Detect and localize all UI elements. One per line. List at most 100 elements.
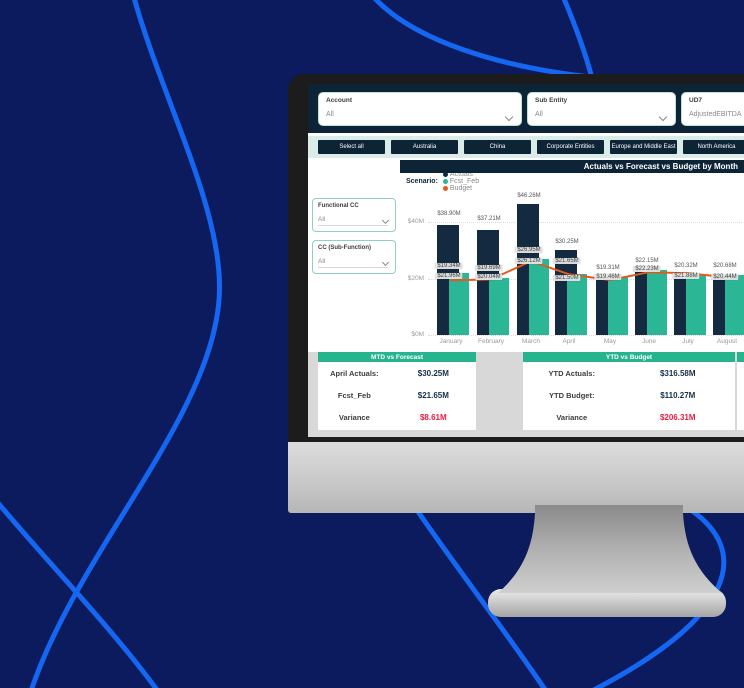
region-tab-china[interactable]: China — [464, 140, 531, 154]
data-label: $19.34M — [435, 263, 463, 270]
region-tab-corporate-entities[interactable]: Corporate Entities — [537, 140, 604, 154]
background-curve — [409, 500, 547, 688]
kpi-value: $206.31M — [659, 413, 696, 422]
background-curve — [29, 0, 223, 688]
legend-dot-icon — [442, 178, 448, 184]
filter-value: All — [535, 111, 543, 118]
kpi-cards-strip: MTD vs Forecast April Actuals: $30.25M Fcst… — [308, 348, 744, 437]
filter-label: Functional CC — [318, 203, 359, 209]
legend-dot-icon — [442, 173, 448, 177]
kpi-value: $30.25M — [417, 369, 449, 378]
fcst-bar[interactable] — [529, 258, 549, 335]
month-label: April — [562, 338, 576, 345]
month-label: July — [682, 338, 694, 345]
data-label: $37.21M — [477, 216, 501, 223]
scenario-legend: Scenario: Actuals Fcst_Feb Budget — [406, 173, 486, 192]
kpi-value: $110.27M — [660, 391, 696, 400]
kpi-row: YTD Budget: $110.27M — [523, 385, 735, 406]
kpi-label: Fcst_Feb — [337, 391, 371, 400]
data-label: $19.69M — [475, 264, 503, 271]
region-tab-select-all[interactable]: Select all — [318, 140, 385, 154]
monitor-chin — [288, 442, 744, 513]
kpi-label: April Actuals: — [330, 369, 379, 378]
month-label: February — [477, 338, 504, 345]
bar-chart: $0M $20M $40M January February March April May J… — [400, 173, 744, 348]
kpi-row: Variance $8.61M — [318, 407, 476, 428]
filter-card-cc-sub-function-[interactable]: CC (Sub-Function) All — [312, 240, 396, 274]
fcst-bar[interactable] — [449, 272, 469, 335]
fcst-bar[interactable] — [608, 276, 628, 335]
kpi-strip-divider — [308, 348, 744, 352]
legend-item-budget: Budget — [442, 184, 479, 192]
side-filter-panel: Functional CC All CC (Sub-Function) All — [308, 173, 400, 348]
legend-label: Fcst_Feb — [449, 177, 480, 185]
data-label: $21.50M — [553, 274, 581, 281]
data-label: $20.68M — [713, 262, 737, 269]
kpi-label: Variance — [556, 413, 588, 422]
kpi-value: $21.65M — [417, 391, 449, 400]
fcst-bar[interactable] — [567, 273, 587, 335]
kpi-card-header — [737, 352, 744, 362]
kpi-card-header: YTD vs Budget — [523, 352, 735, 362]
kpi-label: YTD Budget: — [549, 391, 595, 400]
data-label: $20.44M — [711, 273, 739, 280]
data-label: $46.26M — [517, 193, 541, 200]
filter-card-ud7[interactable]: UD7 AdjustedEBITDA — [681, 92, 744, 126]
filter-label: UD7 — [689, 97, 703, 104]
legend-items: Actuals Fcst_Feb Budget — [442, 173, 486, 192]
data-label: $21.88M — [672, 273, 700, 280]
monitor-stand — [488, 505, 726, 617]
fcst-bar[interactable] — [647, 269, 667, 335]
filter-value: All — [318, 216, 388, 226]
kpi-value: $316.58M — [659, 369, 696, 378]
filter-card-account[interactable]: Account All — [318, 92, 522, 126]
data-label: $19.46M — [594, 273, 622, 280]
background-curve — [591, 505, 727, 688]
gridline — [428, 335, 742, 336]
region-tab-australia[interactable]: Australia — [391, 140, 458, 154]
filter-value: All — [318, 258, 388, 268]
region-tab-europe-and-middle-east[interactable]: Europe and Middle East — [610, 140, 677, 154]
month-label: March — [521, 338, 541, 345]
legend-title: Scenario: — [406, 177, 438, 185]
monitor-base — [488, 589, 726, 617]
filter-label: CC (Sub-Function) — [318, 245, 371, 251]
kpi-label: Variance — [338, 413, 370, 422]
top-filter-bar: Account All Sub Entity All UD7 AdjustedEBITDA — [308, 84, 744, 133]
data-label: $20.32M — [674, 263, 698, 270]
dashboard-screen: Account All Sub Entity All UD7 AdjustedEBITDA… — [308, 84, 744, 437]
fcst-bar[interactable] — [725, 275, 744, 335]
month-label: January — [439, 338, 463, 345]
data-label: $26.12M — [515, 257, 543, 264]
background-curve — [373, 0, 603, 81]
filter-card-functional-cc[interactable]: Functional CC All — [312, 198, 396, 232]
filter-value: AdjustedEBITDA — [689, 111, 742, 118]
legend-item-actuals: Actuals — [442, 173, 479, 178]
fcst-bar[interactable] — [686, 273, 706, 335]
region-tab-strip: Select all Australia China Corporate Entiti… — [308, 136, 744, 158]
month-label: August — [716, 338, 738, 345]
month-label: May — [603, 338, 617, 345]
background-curve — [561, 0, 595, 81]
kpi-label: YTD Actuals: — [548, 369, 595, 378]
chart-panel: Scenario: Actuals Fcst_Feb Budget $0M $20M $… — [400, 173, 744, 348]
chart-title-bar: Actuals vs Forecast vs Budget by Month — [400, 160, 744, 173]
kpi-card: YTD vs Budget YTD Actuals: $316.58M YTD Bud… — [523, 352, 735, 430]
y-axis-tick: $0M — [411, 331, 424, 338]
fcst-bar[interactable] — [489, 278, 509, 335]
chevron-down-icon — [658, 112, 668, 122]
filter-value: All — [326, 111, 334, 118]
chart-title: Actuals vs Forecast vs Budget by Month — [583, 162, 738, 171]
kpi-card-header: MTD vs Forecast — [318, 352, 476, 362]
filter-card-sub-entity[interactable]: Sub Entity All — [527, 92, 676, 126]
data-label: $21.65M — [553, 258, 581, 265]
filter-label: Account — [326, 97, 352, 104]
data-label: $22.15M — [635, 257, 659, 264]
y-axis-tick: $20M — [407, 274, 424, 282]
legend-label: Budget — [449, 184, 473, 192]
month-label: June — [641, 338, 657, 345]
region-tab-north-america[interactable]: North America — [683, 140, 744, 154]
kpi-row: Variance $206.31M — [523, 407, 735, 428]
